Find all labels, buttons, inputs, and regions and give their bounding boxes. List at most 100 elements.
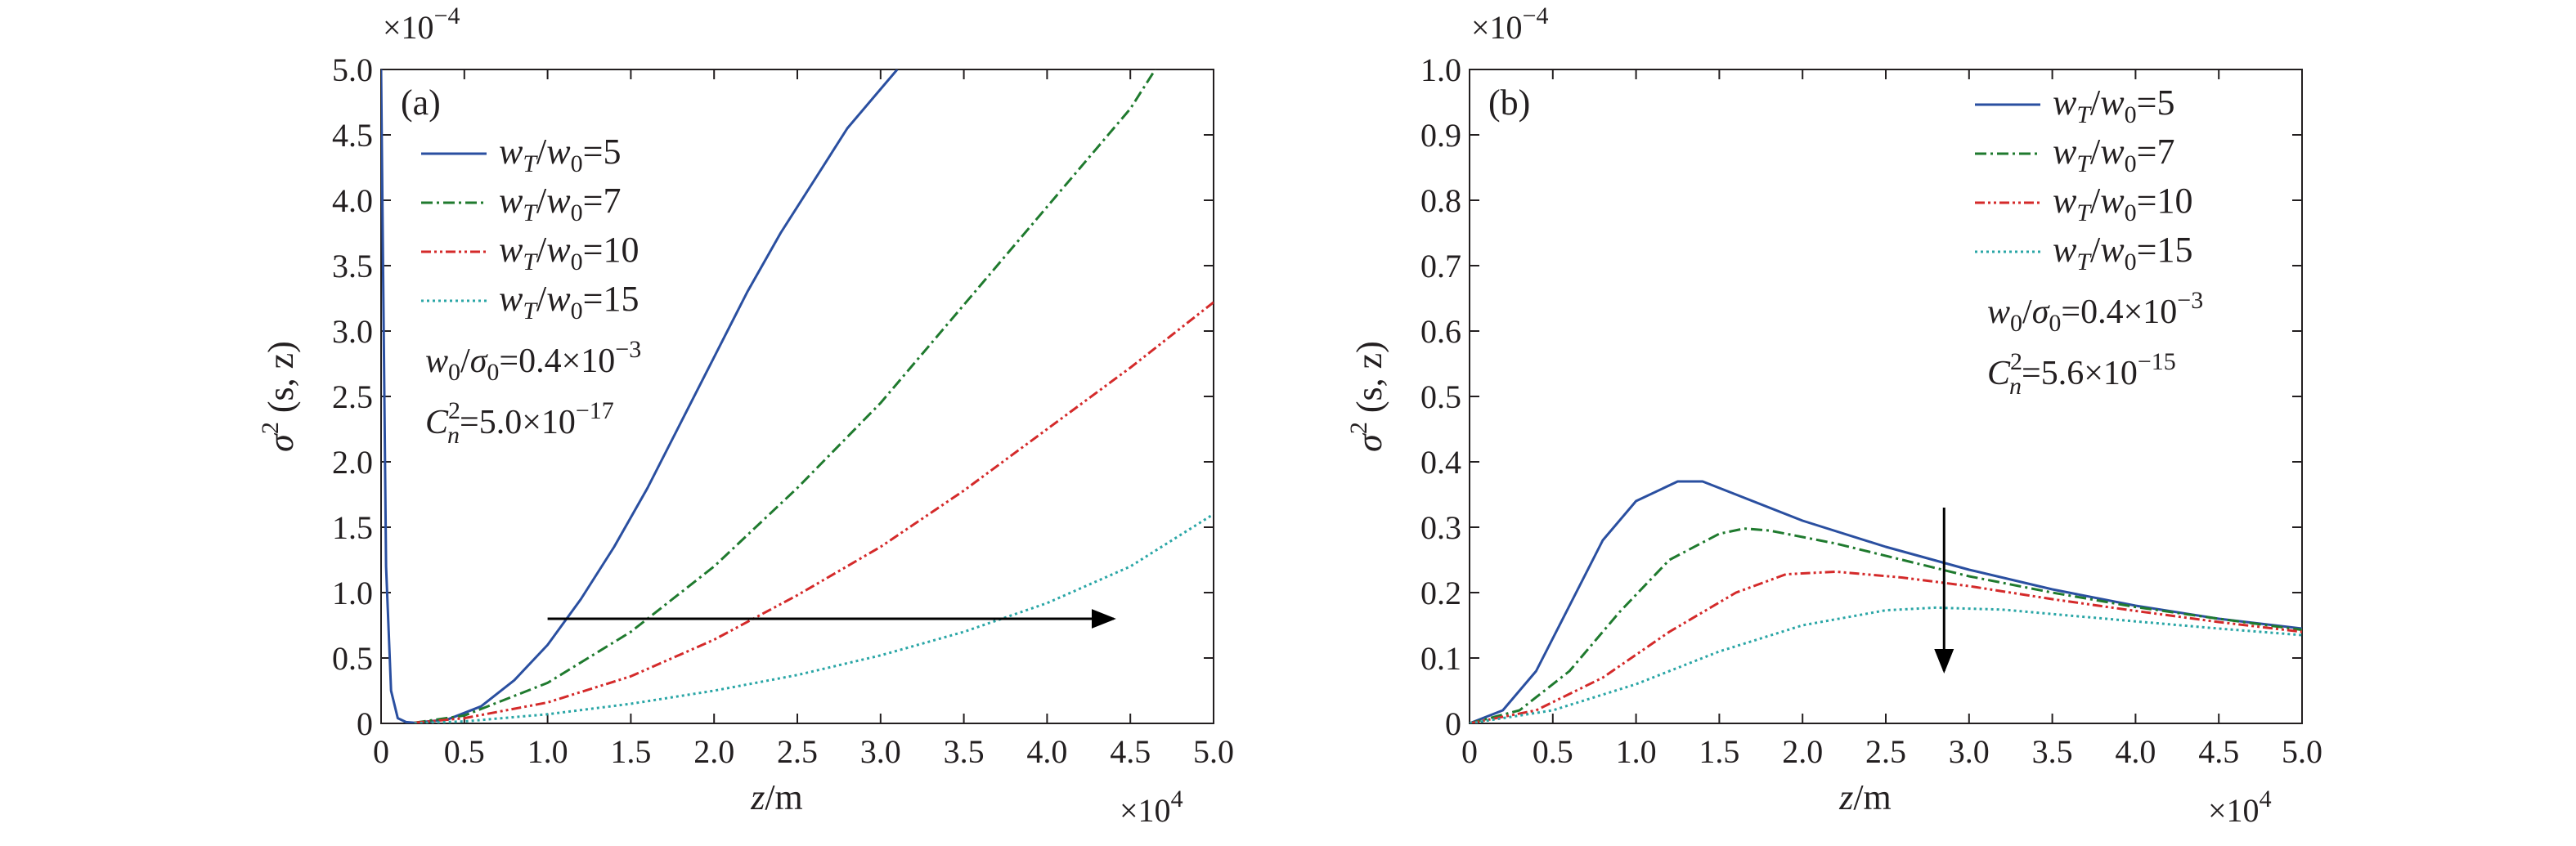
x-tick-label: 3.0 — [860, 733, 901, 770]
legend-sub-0: 0 — [571, 248, 583, 275]
legend-sub-T: T — [523, 150, 538, 177]
legend-w0: w — [546, 181, 571, 221]
param-cn2: C2 n=5.0×10−17 — [425, 397, 614, 449]
legend-sub-0: 0 — [2125, 248, 2137, 275]
param-cn2: C2 n=5.6×10−15 — [1987, 348, 2176, 400]
param-ratio-exp: −3 — [2177, 287, 2203, 314]
param-w-sub: 0 — [2010, 310, 2022, 337]
param-cn-sym: C — [1987, 355, 2011, 392]
param-cn-sup: 2 — [448, 397, 460, 424]
x-axis-label-unit: /m — [765, 777, 802, 817]
y-multiplier-exp: −4 — [434, 2, 460, 29]
legend-slash: / — [2090, 83, 2101, 123]
y-tick-label: 0 — [1445, 705, 1461, 742]
series-line-7 — [414, 69, 1156, 723]
x-tick-label: 1.5 — [1699, 733, 1739, 770]
legend-w: w — [499, 181, 523, 221]
param-ratio-value: =0.4×10 — [2061, 293, 2177, 331]
y-axis-label-symbol: σ — [261, 432, 301, 452]
x-tick-label: 5.0 — [1193, 733, 1234, 770]
x-axis-label-symbol: z — [750, 777, 765, 817]
y-tick-label: 0.1 — [1420, 640, 1461, 677]
x-tick-label: 0 — [373, 733, 389, 770]
legend-w0: w — [546, 230, 571, 270]
y-axis-label-sup: 2 — [1345, 422, 1372, 434]
param-cn-value: =5.6×10 — [2022, 355, 2138, 392]
y-tick-label: 1.0 — [1420, 51, 1461, 88]
y-tick-label: 0.2 — [1420, 575, 1461, 611]
x-axis-label-unit: /m — [1853, 777, 1891, 817]
param-sigma-sub: 0 — [487, 359, 499, 386]
y-axis-label-args: (s, z) — [1349, 341, 1389, 422]
param-cn-sup: 2 — [2010, 348, 2022, 375]
param-ratio-value: =0.4×10 — [499, 342, 615, 380]
y-tick-label: 1.0 — [332, 575, 373, 611]
series-line-10 — [1470, 570, 2302, 723]
legend-value: =10 — [2137, 181, 2193, 221]
series-line-15 — [414, 513, 1214, 723]
param-cn-exp: −15 — [2138, 348, 2176, 375]
legend-slash: / — [2090, 181, 2101, 221]
legend-slash: / — [536, 132, 547, 172]
x-multiplier-exp: 4 — [1171, 786, 1183, 812]
y-tick-label: 0.7 — [1420, 248, 1461, 284]
y-tick-label: 0 — [357, 705, 373, 742]
legend-slash: / — [536, 181, 547, 221]
legend-sub-0: 0 — [2125, 199, 2137, 226]
legend-label-15: wT/w0=15 — [499, 279, 639, 325]
y-tick-label: 0.3 — [1420, 509, 1461, 546]
legend-sub-T: T — [523, 248, 538, 275]
x-multiplier: ×104 — [1120, 786, 1183, 829]
x-tick-label: 4.0 — [2115, 733, 2156, 770]
legend-label-10: wT/w0=10 — [2053, 181, 2192, 226]
legend-w0: w — [2100, 83, 2125, 123]
legend-label-5: wT/w0=5 — [2053, 83, 2174, 128]
y-tick-label: 0.4 — [1420, 444, 1461, 481]
y-tick-label: 0.9 — [1420, 117, 1461, 154]
legend-w0: w — [546, 279, 571, 319]
legend-label-7: wT/w0=7 — [2053, 132, 2174, 177]
param-cn-exp: −17 — [576, 397, 614, 424]
legend-value: =5 — [2137, 83, 2175, 123]
x-tick-label: 3.5 — [2032, 733, 2073, 770]
legend-value: =5 — [583, 132, 622, 172]
legend-w: w — [2053, 83, 2077, 123]
y-tick-label: 0.6 — [1420, 313, 1461, 350]
y-axis-label-args: (s, z) — [261, 341, 301, 422]
legend-sub-0: 0 — [2125, 101, 2137, 128]
legend-value: =10 — [583, 230, 640, 270]
y-multiplier: ×10−4 — [1471, 2, 1548, 46]
legend-w: w — [2053, 181, 2077, 221]
x-multiplier-base: ×10 — [1120, 792, 1171, 829]
panel-label: (a) — [401, 83, 441, 123]
x-tick-label: 0.5 — [1533, 733, 1573, 770]
legend-value: =7 — [583, 181, 622, 221]
x-tick-label: 0.5 — [444, 733, 485, 770]
plot-frame — [1469, 69, 2303, 724]
x-axis-label: z/m — [750, 777, 803, 817]
param-ratio-exp: −3 — [615, 336, 641, 363]
legend-w0: w — [2100, 230, 2125, 270]
x-multiplier-exp: 4 — [2260, 786, 2272, 812]
param-cn-sub: n — [2009, 373, 2022, 400]
legend-label-5: wT/w0=5 — [499, 132, 621, 177]
legend-label-7: wT/w0=7 — [499, 181, 621, 226]
y-axis-label-symbol: σ — [1349, 432, 1389, 452]
x-tick-label: 1.0 — [1616, 733, 1657, 770]
legend-sub-T: T — [523, 298, 538, 325]
x-tick-label: 3.0 — [1949, 733, 1990, 770]
y-tick-label: 3.0 — [332, 313, 373, 350]
x-tick-label: 0 — [1461, 733, 1478, 770]
y-axis-label: σ2 (s, z) — [257, 341, 301, 452]
legend-w: w — [499, 279, 523, 319]
legend-w0: w — [2100, 132, 2125, 172]
x-multiplier-base: ×10 — [2208, 792, 2260, 829]
param-w-sub: 0 — [448, 359, 460, 386]
y-tick-label: 0.5 — [332, 640, 373, 677]
series-line-10 — [414, 301, 1214, 723]
panel-b-chart: 0 0.5 1.0 1.5 2.0 2.5 3.0 3.5 4.0 4.5 5.0 0 0.1 0.2 0.… — [1345, 2, 2322, 829]
series-line-5 — [381, 69, 899, 723]
legend-sub-T: T — [523, 199, 538, 226]
x-multiplier: ×104 — [2208, 786, 2272, 829]
